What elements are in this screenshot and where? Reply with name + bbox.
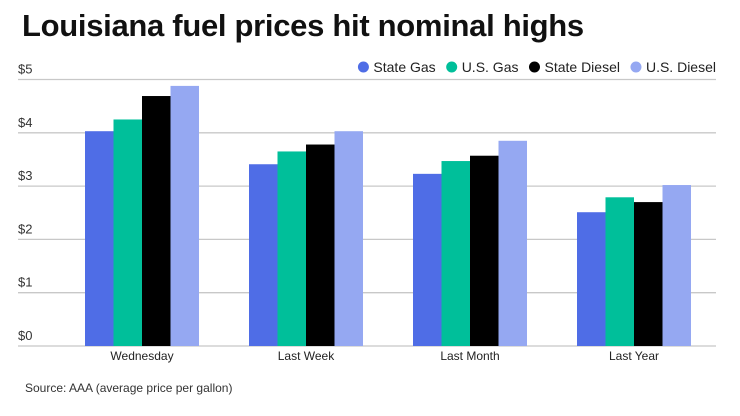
bar-state-gas: [85, 131, 114, 346]
legend-swatch: [446, 61, 458, 73]
bar-state-gas: [249, 164, 278, 346]
y-tick-label: $3: [18, 168, 32, 183]
legend-swatch: [357, 61, 369, 73]
legend-label: State Diesel: [544, 59, 619, 75]
bar-state-gas: [577, 212, 606, 346]
x-tick-label: Wednesday: [110, 349, 173, 363]
bar-u-s-gas: [113, 119, 142, 346]
bar-state-diesel: [306, 144, 335, 346]
y-tick-label: $5: [18, 62, 32, 77]
x-tick-label: Last Week: [278, 349, 335, 363]
legend-swatch: [528, 61, 540, 73]
x-tick-label: Last Month: [440, 349, 499, 363]
legend-swatch: [630, 61, 642, 73]
legend-label: U.S. Diesel: [646, 59, 716, 75]
bar-u-s-gas: [277, 151, 306, 346]
bar-u-s-diesel: [662, 185, 691, 346]
bar-u-s-diesel: [170, 85, 199, 347]
bar-u-s-diesel: [334, 131, 363, 346]
legend: U.S. Diesel State Diesel U.S. Gas State Gas: [357, 59, 716, 75]
bar-state-diesel: [470, 155, 499, 346]
bar-state-diesel: [634, 202, 663, 346]
legend-label: U.S. Gas: [462, 59, 519, 75]
source-note: Source: AAA (average price per gallon): [25, 381, 233, 395]
y-tick-label: $0: [18, 328, 32, 343]
bar-u-s-gas: [441, 161, 470, 346]
chart-title: Louisiana fuel prices hit nominal highs: [22, 8, 584, 43]
legend-label: State Gas: [373, 59, 435, 75]
y-tick-label: $2: [18, 221, 32, 236]
x-tick-label: Last Year: [609, 349, 659, 363]
bar-state-gas: [413, 173, 442, 346]
y-tick-label: $1: [18, 275, 32, 290]
bar-u-s-diesel: [498, 140, 527, 346]
bar-state-diesel: [142, 96, 171, 346]
bar-u-s-gas: [605, 197, 634, 346]
y-tick-label: $4: [18, 115, 32, 130]
